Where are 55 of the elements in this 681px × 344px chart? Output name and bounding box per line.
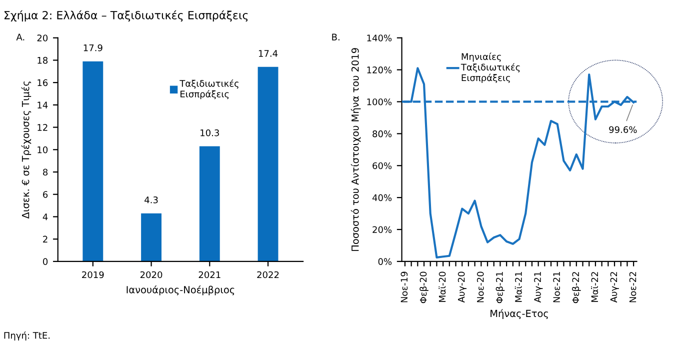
data-label: 17.4	[258, 50, 278, 57]
x-tick-label: Φεβ-21	[496, 272, 505, 304]
data-label: 4.3	[144, 196, 158, 204]
x-tick-label: Noε-20	[476, 272, 484, 302]
x-tick-label: Αυγ-21	[534, 272, 543, 303]
x-tick-label: Noε-19	[400, 272, 408, 302]
text: B.	[332, 34, 340, 40]
y-tick-label: 8	[43, 168, 48, 176]
annotation: 99.6%	[609, 126, 637, 134]
y-tick-label: 4	[42, 214, 48, 220]
x-axis-title: Ιανουάριος-Νοέμβριος	[126, 285, 234, 296]
y-tick-label: 60%	[372, 162, 392, 170]
x-tick-label: Αυγ-22	[610, 272, 619, 303]
bar	[199, 146, 220, 262]
y-tick-label: 40%	[372, 194, 392, 202]
data-label: 10.3	[200, 129, 219, 136]
y-tick-label: 20	[37, 34, 48, 42]
y-tick-label: 20%	[372, 226, 392, 234]
x-tick-label: Noε-21	[553, 272, 560, 302]
y-tick-label: 140%	[367, 34, 392, 42]
y-tick-label: 16	[38, 79, 48, 86]
y-tick-label: 14	[38, 102, 48, 108]
y-tick-label: 12	[38, 124, 48, 131]
x-tick-label: Φεβ-20	[420, 272, 428, 304]
legend-label: Μηνιαίες Ταξιδιωτικές Εισπράξεις	[460, 52, 520, 83]
x-tick-label: Φεβ-22	[572, 272, 581, 304]
text: A.	[16, 34, 24, 40]
y-tick-label: 6	[43, 191, 48, 198]
x-tick-label: Μαϊ-22	[591, 272, 598, 302]
x-axis-title: Μήνας-Ετος	[490, 309, 548, 320]
y-tick-label: 2	[43, 236, 48, 243]
y-axis-title: Ποσοστό του Αντίστοιχου Μήνα του 2019	[350, 48, 361, 251]
bar	[82, 61, 104, 262]
y-tick-label: 0%	[378, 258, 392, 265]
x-tick-label: 2019	[82, 271, 104, 278]
bar	[258, 66, 278, 262]
y-tick-label: 80%	[372, 130, 392, 138]
x-tick-label: Noε-22	[629, 272, 636, 302]
x-tick-label: 2020	[140, 271, 162, 278]
y-tick-label: 100%	[367, 98, 392, 106]
bar	[141, 213, 162, 262]
data-label: 17.9	[84, 44, 102, 52]
x-tick-label: 2021	[198, 271, 220, 278]
x-tick-label: Μαϊ-21	[514, 272, 522, 302]
text: Πηγή: TtE.	[4, 331, 50, 341]
y-tick-label: 120%	[367, 66, 392, 74]
x-tick-label: Μαϊ-20	[438, 272, 446, 302]
x-tick-label: 2022	[257, 271, 279, 278]
legend-label: Ταξιδιωτικές Εισπράξεις	[180, 80, 238, 100]
y-tick-label: 0	[43, 258, 48, 265]
chart-title: Σχήμα 2: Ελλάδα – Ταξιδιωτικές Εισπράξεις	[4, 10, 248, 22]
y-axis-title: Δισεκ. € σε Τρέχουσες Τιμές	[21, 82, 32, 219]
y-tick-label: 10	[38, 146, 48, 154]
x-tick-label: Αυγ-20	[458, 272, 466, 303]
y-tick-label: 18	[38, 56, 48, 64]
